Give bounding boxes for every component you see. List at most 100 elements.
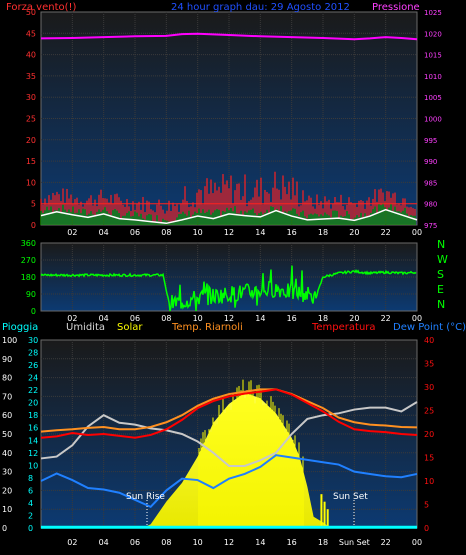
rain-tick-label: 6 bbox=[28, 486, 33, 495]
pressure-tick-label: 1010 bbox=[424, 73, 442, 81]
direction-tick-label: 180 bbox=[21, 273, 36, 282]
pressure-tick-label: 995 bbox=[424, 137, 437, 145]
direction-tick-label: 0 bbox=[31, 307, 36, 316]
direction-tick-label: 360 bbox=[21, 239, 36, 248]
x-tick-label: 14 bbox=[255, 314, 265, 323]
x-tick-label: 22 bbox=[381, 538, 391, 547]
x-tick-label: 20 bbox=[349, 228, 359, 237]
humidity-tick-label: 80 bbox=[2, 374, 12, 383]
x-tick-label: 00 bbox=[412, 538, 422, 547]
pressure-tick-label: 975 bbox=[424, 222, 437, 230]
temperature-line bbox=[40, 388, 418, 439]
humidity-tick-label: 100 bbox=[2, 336, 17, 345]
x-tick-label: 22 bbox=[381, 314, 391, 323]
x-tick-label: 06 bbox=[130, 538, 140, 547]
rain-tick-label: 30 bbox=[28, 336, 38, 345]
rain-tick-label: 12 bbox=[28, 449, 38, 458]
wind-tick-label: 30 bbox=[26, 93, 36, 102]
pressure-tick-label: 1020 bbox=[424, 30, 442, 38]
humidity-tick-label: 60 bbox=[2, 411, 12, 420]
legend-windchill: Temp. Riarnoli bbox=[171, 322, 243, 333]
temperature-tick-label: 35 bbox=[424, 360, 434, 369]
wind-tick-label: 0 bbox=[31, 221, 36, 230]
x-tick-label: 16 bbox=[287, 538, 297, 547]
x-tick-label: 00 bbox=[412, 228, 422, 237]
temperature-tick-label: 40 bbox=[424, 336, 434, 345]
wind-tick-label: 5 bbox=[31, 200, 36, 209]
pressure-tick-label: 990 bbox=[424, 158, 437, 166]
pressure-tick-label: 985 bbox=[424, 179, 437, 187]
rain-tick-label: 16 bbox=[28, 424, 38, 433]
legend-rain: Pioggia bbox=[2, 322, 38, 333]
wind-tick-label: 50 bbox=[26, 8, 36, 17]
pressure-tick-label: 980 bbox=[424, 201, 437, 209]
legend-temperature: Temperatura bbox=[311, 322, 376, 333]
x-tick-label: 12 bbox=[224, 538, 234, 547]
temperature-tick-label: 20 bbox=[424, 430, 434, 439]
x-tick-label: 10 bbox=[193, 228, 203, 237]
pressure-tick-label: 1005 bbox=[424, 94, 442, 102]
humidity-tick-label: 0 bbox=[2, 524, 7, 533]
sun-set-label: Sun Set bbox=[333, 492, 368, 502]
solar-spikes bbox=[198, 379, 329, 528]
x-tick-label: 02 bbox=[67, 228, 77, 237]
x-tick-label: 00 bbox=[412, 314, 422, 323]
wind-average-line bbox=[40, 208, 418, 225]
rain-tick-label: 18 bbox=[28, 411, 38, 420]
sun-rise-label: Sun Rise bbox=[126, 492, 165, 502]
humidity-line bbox=[40, 401, 418, 467]
legend-solar: Solar bbox=[117, 322, 143, 333]
x-tick-label: 14 bbox=[255, 228, 265, 237]
x-tick-label: 22 bbox=[381, 228, 391, 237]
pressure-line bbox=[40, 32, 418, 41]
compass-letter: N bbox=[437, 238, 445, 251]
x-tick-label: 16 bbox=[287, 228, 297, 237]
compass-letter: N bbox=[437, 298, 445, 311]
wind-tick-label: 20 bbox=[26, 136, 36, 145]
x-tick-label: 04 bbox=[99, 314, 109, 323]
humidity-tick-label: 40 bbox=[2, 449, 12, 458]
compass-letter: S bbox=[437, 268, 444, 281]
x-tick-label: 14 bbox=[255, 538, 265, 547]
rain-tick-label: 8 bbox=[28, 474, 33, 483]
x-tick-label: 16 bbox=[287, 314, 297, 323]
direction-tick-label: 90 bbox=[26, 290, 36, 299]
humidity-tick-label: 50 bbox=[2, 430, 12, 439]
x-tick-label: 02 bbox=[67, 314, 77, 323]
temperature-tick-label: 15 bbox=[424, 454, 434, 463]
wind-direction-line bbox=[40, 265, 417, 312]
x-tick-label: 06 bbox=[130, 314, 140, 323]
x-tick-label: 20 bbox=[349, 314, 359, 323]
x-tick-label: 18 bbox=[318, 538, 328, 547]
direction-tick-label: 270 bbox=[21, 256, 36, 265]
compass-letter: W bbox=[437, 253, 448, 266]
x-tick-label: 10 bbox=[193, 538, 203, 547]
rain-tick-label: 10 bbox=[28, 461, 38, 470]
x-tick-label: 10 bbox=[193, 314, 203, 323]
pressure-tick-label: 1000 bbox=[424, 116, 442, 124]
humidity-tick-label: 20 bbox=[2, 486, 12, 495]
x-tick-label: 02 bbox=[67, 538, 77, 547]
chart-title: 24 hour graph dau: 29 Agosto 2012 bbox=[171, 2, 350, 13]
rain-tick-label: 20 bbox=[28, 399, 38, 408]
dewpoint-line bbox=[40, 454, 418, 509]
wind-bars bbox=[40, 171, 417, 225]
rain-tick-label: 0 bbox=[28, 524, 33, 533]
rain-tick-label: 14 bbox=[28, 436, 38, 445]
x-tick-label: 04 bbox=[99, 228, 109, 237]
windchill-line bbox=[40, 388, 418, 433]
pressure-axis-label: Pressione bbox=[372, 2, 420, 13]
temperature-tick-label: 0 bbox=[424, 524, 429, 533]
wind-tick-label: 35 bbox=[26, 72, 36, 81]
x-tick-label: 18 bbox=[318, 228, 328, 237]
compass-letter: E bbox=[437, 283, 444, 296]
wind-tick-label: 25 bbox=[26, 115, 36, 124]
wind-axis-label: Forza vento(!) bbox=[6, 2, 77, 13]
pressure-tick-label: 1025 bbox=[424, 9, 442, 17]
temperature-tick-label: 10 bbox=[424, 477, 434, 486]
temperature-tick-label: 5 bbox=[424, 501, 429, 510]
x-tick-label: 12 bbox=[224, 314, 234, 323]
legend-dewpoint: Dew Point (°C) bbox=[393, 322, 466, 333]
